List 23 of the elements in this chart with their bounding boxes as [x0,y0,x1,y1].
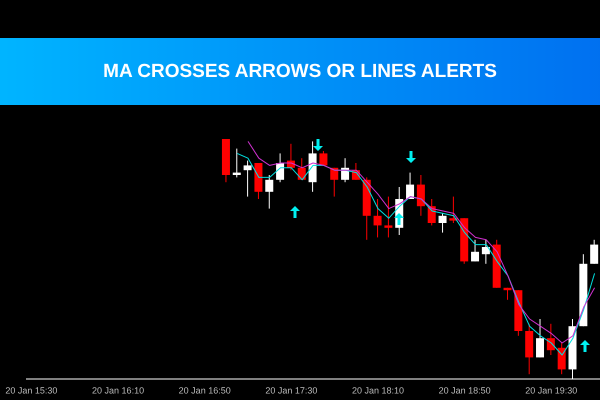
x-tick-label: 20 Jan 15:30 [5,385,58,396]
candlestick [330,167,338,198]
candlestick [384,196,392,238]
candlestick [438,212,447,234]
x-tick-label: 20 Jan 16:50 [178,385,231,396]
candlestick [558,342,566,375]
x-tick-label: 20 Jan 18:10 [352,385,404,396]
x-tick-label: 20 Jan 17:30 [265,385,318,396]
candlestick [482,239,490,264]
candlestick [374,198,382,238]
candlestick [244,160,252,198]
candlestick [536,318,544,358]
candlestick [590,239,598,264]
chart-title: MA CROSSES ARROWS OR LINES ALERTS [0,38,600,105]
x-tick-label: 20 Jan 19:30 [525,385,578,396]
candlestick [276,152,284,183]
candlestick [265,174,274,210]
candlestick [319,150,328,166]
candlestick [416,174,425,216]
candlestick [471,239,480,262]
x-tick-label: 20 Jan 18:50 [438,385,491,396]
candlestick [232,148,241,178]
x-tick-label: 20 Jan 16:10 [92,385,144,396]
